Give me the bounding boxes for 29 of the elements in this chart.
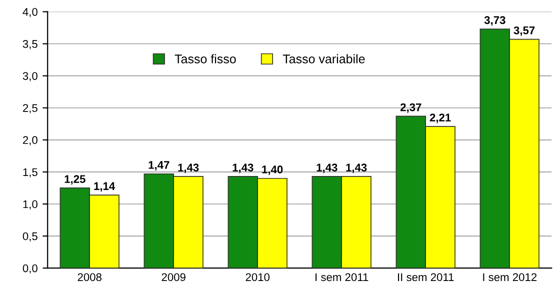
x-tick-label: I sem 2012: [483, 273, 537, 282]
y-tick-label: 4,0: [22, 8, 38, 18]
data-label: 1,43: [232, 164, 254, 174]
y-tick-label: 2,0: [22, 136, 38, 146]
x-tick-label: 2008: [78, 273, 102, 282]
y-tick-label: 1,0: [23, 200, 38, 210]
data-label: 3,73: [484, 16, 506, 26]
y-tick-label: 3,5: [22, 40, 38, 50]
y-tick-label: 1,5: [23, 168, 38, 178]
data-label: 2,37: [400, 103, 422, 113]
x-tick-label: 2009: [162, 273, 186, 282]
data-label: 1,43: [178, 164, 199, 174]
data-label: 2,21: [430, 114, 451, 124]
y-tick-label: 3,0: [22, 72, 38, 82]
y-tick-label: 2,5: [22, 104, 38, 114]
data-label: 1,40: [262, 166, 283, 175]
data-label: 1,14: [94, 182, 116, 192]
data-label: 1,47: [148, 161, 170, 171]
data-label: 1,43: [346, 164, 367, 174]
data-label: 3,57: [514, 26, 535, 36]
data-label: 1,43: [316, 164, 338, 174]
x-tick-label: II sem 2011: [398, 273, 454, 282]
legend-label: Tasso variabile: [282, 54, 365, 64]
y-tick-label: 0,0: [22, 264, 38, 274]
legend-label: Tasso fisso: [174, 54, 236, 64]
data-label: 1,25: [64, 175, 86, 185]
y-tick-label: 0,5: [22, 232, 38, 242]
x-tick-label: I sem 2011: [316, 273, 368, 282]
x-tick-label: 2010: [246, 273, 270, 282]
